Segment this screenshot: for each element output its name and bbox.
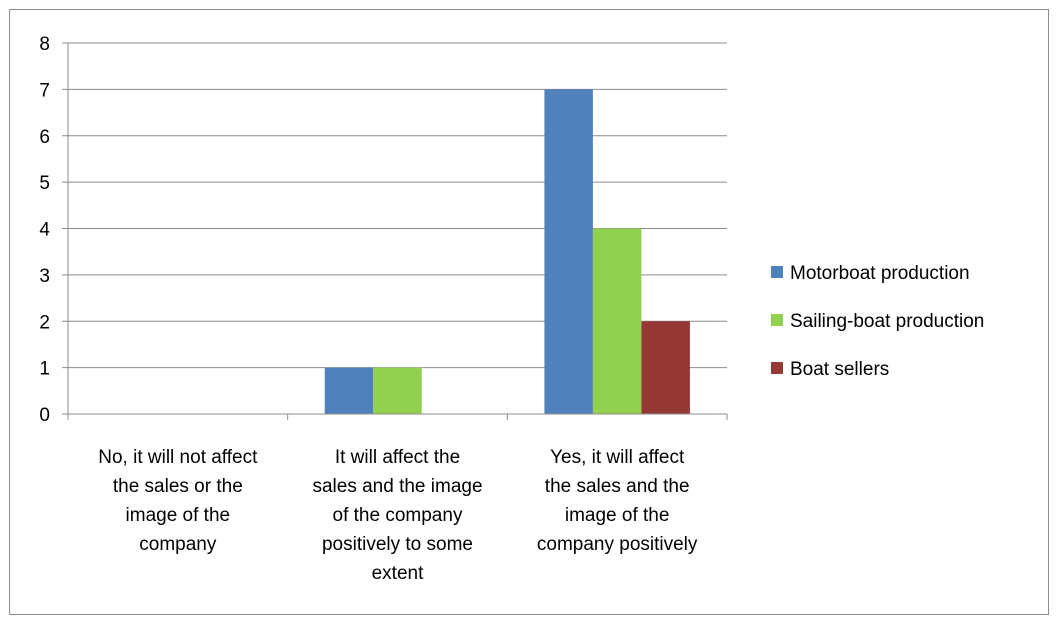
x-category-label: No, it will not affect the sales or the im…: [98, 447, 258, 555]
x-category-label: Yes, it will affect the sales and the imag…: [537, 447, 698, 555]
bar: [641, 321, 690, 414]
legend-label: Sailing-boat production: [790, 311, 984, 332]
bar: [324, 367, 374, 414]
bars: [324, 89, 690, 414]
legend: Motorboat production Sailing-boat product…: [771, 263, 984, 380]
bar: [592, 228, 642, 414]
bar: [544, 89, 593, 414]
legend-label: Boat sellers: [790, 359, 889, 380]
y-tick-label: 2: [39, 312, 50, 333]
legend-swatch: [771, 362, 783, 374]
bar: [373, 367, 422, 414]
y-tick-label: 0: [39, 405, 50, 426]
y-tick-label: 3: [39, 266, 50, 287]
y-axis-ticks: 0 1 2 3 4 5 6 7 8: [39, 34, 68, 426]
y-tick-label: 1: [39, 359, 50, 380]
y-tick-label: 6: [39, 127, 50, 148]
y-tick-label: 5: [39, 173, 50, 194]
legend-swatch: [771, 266, 783, 278]
chart-frame: [9, 9, 1049, 615]
y-tick-label: 8: [39, 34, 50, 55]
x-axis-categories: No, it will not affect the sales or the im…: [98, 447, 698, 584]
legend-swatch: [771, 314, 783, 326]
legend-label: Motorboat production: [790, 263, 970, 284]
y-tick-label: 4: [39, 220, 50, 241]
y-tick-label: 7: [39, 80, 50, 101]
x-category-label: It will affect the sales and the image of …: [312, 447, 482, 584]
